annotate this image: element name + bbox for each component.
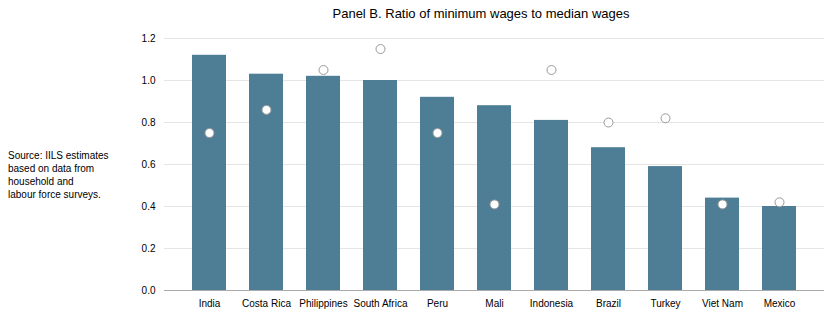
svg-text:Indonesia: Indonesia bbox=[530, 298, 574, 309]
svg-text:0.2: 0.2 bbox=[142, 243, 156, 254]
html-text:Source: IILS estimates based o: Source: IILS estimates based on data fro… bbox=[8, 149, 109, 200]
svg-text:South Africa: South Africa bbox=[354, 298, 408, 309]
svg-text:Mexico: Mexico bbox=[764, 298, 796, 309]
svg-text:Brazil: Brazil bbox=[596, 298, 621, 309]
svg-text:Turkey: Turkey bbox=[650, 298, 680, 309]
svg-text:0.4: 0.4 bbox=[142, 201, 156, 212]
svg-text:Costa Rica: Costa Rica bbox=[242, 298, 291, 309]
svg-text:1.2: 1.2 bbox=[142, 33, 156, 44]
svg-text:0.0: 0.0 bbox=[142, 285, 156, 296]
svg-text:Viet Nam: Viet Nam bbox=[702, 298, 743, 309]
svg-text:0.6: 0.6 bbox=[142, 159, 156, 170]
svg-text:Peru: Peru bbox=[427, 298, 448, 309]
svg-text:India: India bbox=[199, 298, 221, 309]
svg-text:1.0: 1.0 bbox=[142, 75, 156, 86]
svg-text:Mali: Mali bbox=[485, 298, 503, 309]
svg-text:Philippines: Philippines bbox=[299, 298, 347, 309]
svg-text:0.8: 0.8 bbox=[142, 117, 156, 128]
html-text:Panel B. Ratio of minimum wage: Panel B. Ratio of minimum wages to media… bbox=[332, 6, 630, 21]
